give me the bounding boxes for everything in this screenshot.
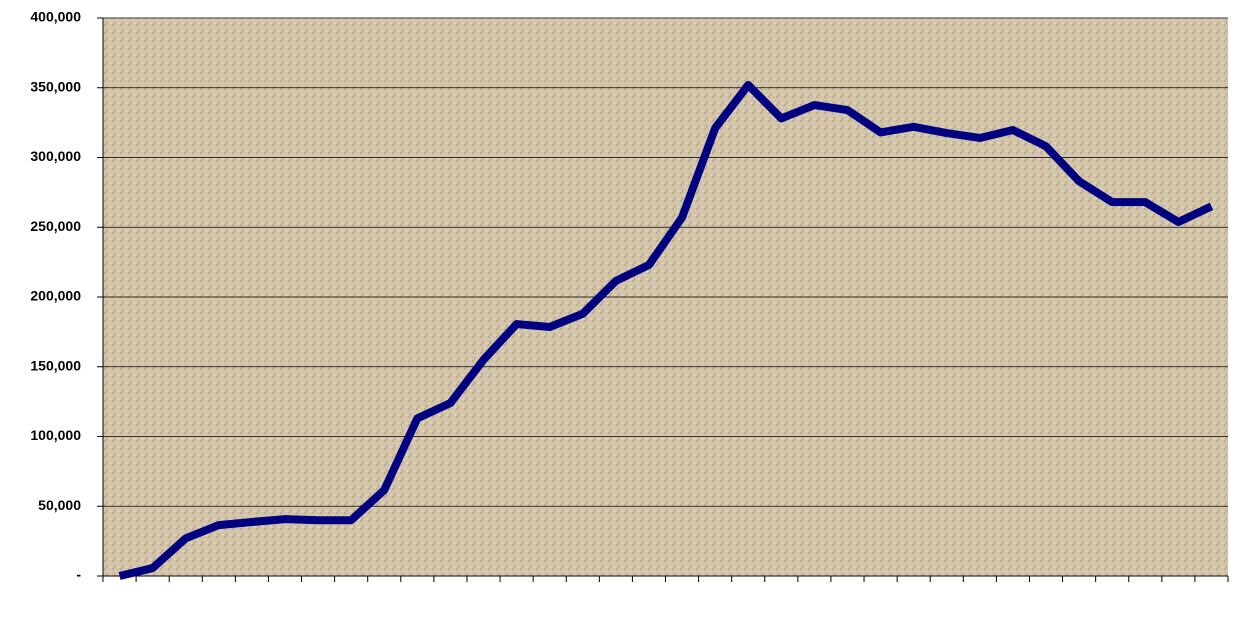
y-tick-label: - [76, 567, 81, 583]
y-tick-label: 50,000 [38, 497, 81, 513]
line-series [118, 80, 1214, 580]
y-tick-label: 250,000 [30, 218, 81, 234]
y-tick-label: 200,000 [30, 288, 81, 304]
y-tick-label: 150,000 [30, 357, 81, 373]
y-tick-label: 300,000 [30, 148, 81, 164]
y-tick-label: 400,000 [30, 9, 81, 25]
y-tick-label: 100,000 [30, 427, 81, 443]
y-tick-label: 350,000 [30, 78, 81, 94]
